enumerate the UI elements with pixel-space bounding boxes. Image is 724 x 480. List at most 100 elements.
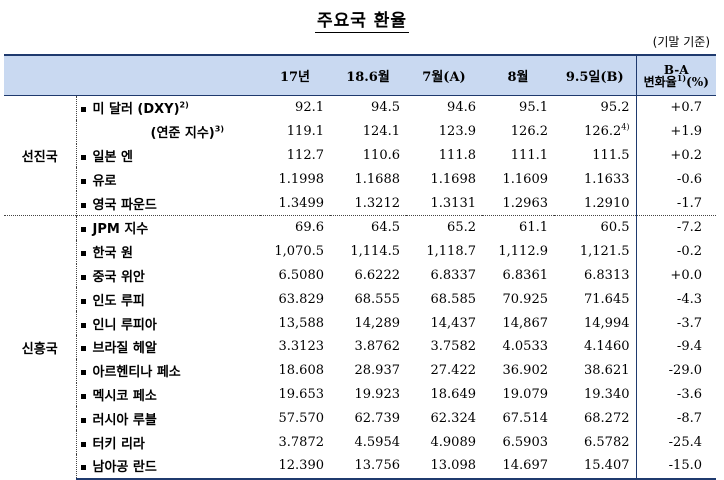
value-cell: 1.3499 xyxy=(260,191,330,215)
value-cell: 36.902 xyxy=(482,359,554,383)
value-cell: 92.1 xyxy=(260,96,330,120)
value-cell: 14.697 xyxy=(482,453,554,480)
table-row: (연준 지수)3) 119.1 124.1 123.9 126.2 126.24) +1.9 xyxy=(4,119,716,144)
change-rate-cell: -1.7 xyxy=(635,191,716,216)
value-text: 63.829 xyxy=(278,291,325,307)
value-text: 1.3131 xyxy=(430,195,477,211)
value-cell: 68.585 xyxy=(406,287,482,311)
row-label-text: (연준 지수) xyxy=(150,126,215,142)
value-text: 119.1 xyxy=(286,124,324,140)
table-row: 일본 엔 112.7 110.6 111.8 111.1 111.5 +0.2 xyxy=(4,143,716,168)
row-label: 일본 엔 xyxy=(76,144,260,168)
value-text: 13.756 xyxy=(354,458,401,474)
value-cell: 111.1 xyxy=(482,144,554,168)
bullet-icon xyxy=(80,274,86,280)
value-cell: 19.079 xyxy=(482,383,554,407)
table-row: 영국 파운드 1.3499 1.3212 1.3131 1.2963 1.2910 -1.7 xyxy=(4,191,716,216)
header-sep5-b: 9.5일(B) xyxy=(554,54,636,96)
value-cell: 3.7582 xyxy=(406,335,482,359)
value-cell: 14,437 xyxy=(406,311,482,335)
row-label: 브라질 헤알 xyxy=(76,335,260,359)
value-text: 19.923 xyxy=(354,386,401,402)
value-cell: 124.1 xyxy=(330,120,406,144)
row-label: 인니 루피아 xyxy=(76,311,260,335)
value-text: 1.2963 xyxy=(502,195,549,211)
table-row: 인도 루피 63.829 68.555 68.585 70.925 71.645 -4.3 xyxy=(4,287,716,312)
value-text: 1.1698 xyxy=(430,171,477,187)
value-cell: 27.422 xyxy=(406,359,482,383)
value-cell: 6.6222 xyxy=(330,264,406,288)
table-row: 터키 리라 3.7872 4.5954 4.9089 6.5903 6.5782 -25.4 xyxy=(4,430,716,454)
value-text: 13.098 xyxy=(430,458,477,474)
value-cell: 1,112.9 xyxy=(482,240,554,264)
value-text: 61.1 xyxy=(519,220,548,236)
value-cell: 13.756 xyxy=(330,453,406,480)
row-label: (연준 지수)3) xyxy=(76,120,260,144)
bullet-icon xyxy=(80,107,86,113)
value-text: 126.2 xyxy=(584,124,622,140)
change-rate-cell: -8.7 xyxy=(635,406,716,431)
value-cell: 70.925 xyxy=(482,287,554,311)
bullet-icon xyxy=(80,465,86,471)
value-text: 111.8 xyxy=(438,147,476,163)
value-text: 95.1 xyxy=(519,100,548,116)
value-text: 126.2 xyxy=(510,124,548,140)
value-text: 94.5 xyxy=(371,100,400,116)
value-text: 4.5954 xyxy=(354,434,401,450)
value-text: 13,588 xyxy=(278,315,325,331)
value-text: 124.1 xyxy=(362,124,400,140)
value-cell: 6.5903 xyxy=(482,430,554,454)
value-text: 18.608 xyxy=(278,363,325,379)
value-cell: 95.2 xyxy=(554,96,636,120)
value-text: 1.1633 xyxy=(584,171,630,187)
value-cell: 1.1609 xyxy=(482,167,554,191)
bullet-icon xyxy=(80,417,86,423)
value-cell: 64.5 xyxy=(330,214,406,240)
table-row: 러시아 루블 57.570 62.739 62.324 67.514 68.272 -8.7 xyxy=(4,406,716,431)
header-empty xyxy=(4,54,76,96)
bullet-icon xyxy=(80,441,86,447)
row-label: 한국 원 xyxy=(76,240,260,264)
value-cell: 119.1 xyxy=(260,120,330,144)
value-cell: 1,121.5 xyxy=(554,240,636,264)
value-cell: 15.407 xyxy=(554,453,636,480)
value-text: 62.324 xyxy=(430,410,477,426)
value-cell: 67.514 xyxy=(482,406,554,430)
value-text: 111.1 xyxy=(510,147,548,163)
value-cell: 1,070.5 xyxy=(260,240,330,264)
value-text: 14,289 xyxy=(354,315,401,331)
change-rate-cell: +0.2 xyxy=(635,143,716,168)
value-text: 1.2910 xyxy=(584,195,630,211)
value-cell: 62.324 xyxy=(406,406,482,430)
row-label-text: 남아공 란드 xyxy=(92,460,157,476)
value-cell: 3.7872 xyxy=(260,430,330,454)
value-text: 64.5 xyxy=(371,220,400,236)
header-change-line2: 변화율 xyxy=(643,74,677,89)
value-text: 36.902 xyxy=(502,363,549,379)
footnote-marker: 3) xyxy=(214,124,224,134)
value-text: 1.3499 xyxy=(278,195,325,211)
bullet-icon xyxy=(80,227,86,233)
footnote-marker: 4) xyxy=(621,122,630,132)
value-text: 27.422 xyxy=(430,363,477,379)
value-cell: 60.5 xyxy=(554,214,636,240)
value-text: 123.9 xyxy=(438,124,476,140)
value-text: 68.585 xyxy=(430,291,477,307)
unit-note: (기말 기준) xyxy=(652,35,710,49)
row-label-text: 유로 xyxy=(92,173,117,189)
value-cell: 6.5782 xyxy=(554,430,636,454)
footnote-marker: 2) xyxy=(179,101,189,111)
value-text: 1.1998 xyxy=(278,171,325,187)
document-title: 주요국 환율 xyxy=(314,11,410,33)
row-label: 유로 xyxy=(76,167,260,191)
value-text: 4.0533 xyxy=(502,339,549,355)
value-cell: 1,118.7 xyxy=(406,240,482,264)
table-row: 멕시코 페소 19.653 19.923 18.649 19.079 19.340 -3.6 xyxy=(4,382,716,407)
value-cell: 38.621 xyxy=(554,359,636,383)
row-label: 멕시코 페소 xyxy=(76,383,260,407)
value-text: 1.3212 xyxy=(354,195,401,211)
value-cell: 123.9 xyxy=(406,120,482,144)
value-cell: 1.2910 xyxy=(554,191,636,215)
value-text: 4.9089 xyxy=(430,434,477,450)
row-label-text: 인도 루피 xyxy=(92,293,145,309)
